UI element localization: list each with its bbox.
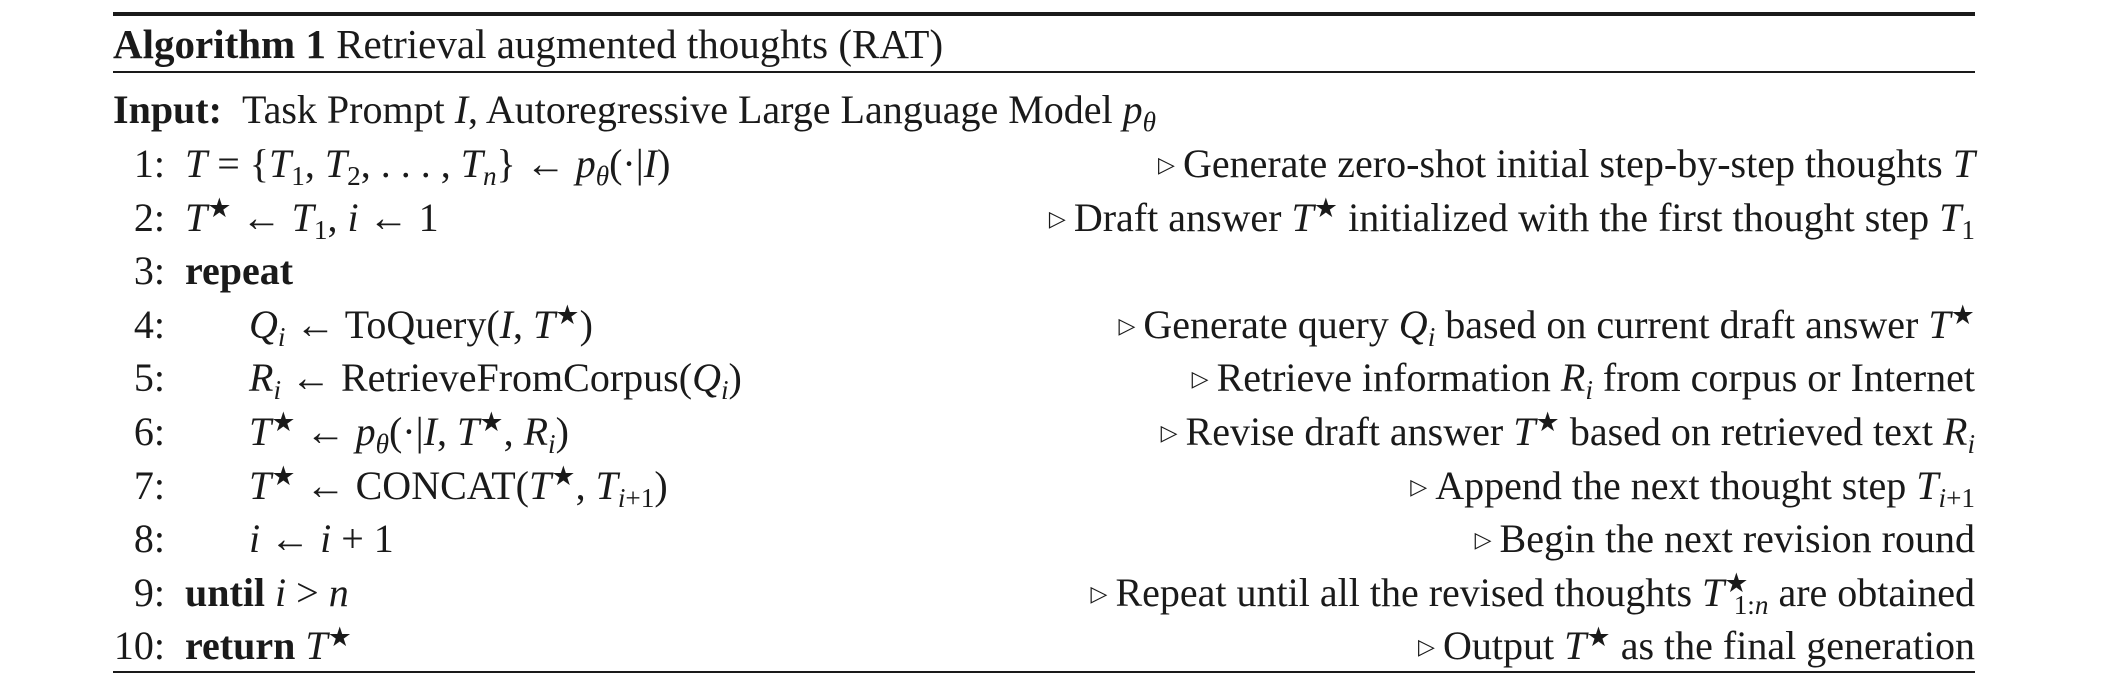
- star-symbol: [328, 622, 352, 652]
- bottom-rule: [113, 671, 1975, 673]
- algorithm-label: Algorithm 1: [113, 21, 326, 67]
- comment-triangle-icon: ▷: [1410, 473, 1428, 499]
- algorithm-line: 1: T = {T1, T2, . . . , Tn} ← pθ(·|I) ▷ Gen…: [113, 137, 1975, 191]
- caption-rule: [113, 71, 1975, 73]
- line-number: 6:: [133, 409, 165, 454]
- algorithm-line: 9: until i > n ▷ Repeat until all the revis…: [113, 566, 1975, 620]
- comment-triangle-icon: ▷: [1048, 205, 1066, 231]
- algorithm-line: 3: repeat: [113, 244, 1975, 298]
- line-code: Qi ← ToQuery(I, T): [249, 298, 593, 352]
- line-comment: ▷ Append the next thought step Ti+1: [1410, 462, 1975, 513]
- line-number: 2:: [133, 194, 165, 240]
- comment-triangle-icon: ▷: [1160, 420, 1178, 445]
- comment-triangle-icon: ▷: [1474, 527, 1492, 553]
- line-number: 5:: [133, 355, 165, 401]
- top-rule: [113, 12, 1975, 16]
- star-symbol: [479, 407, 503, 437]
- comment-triangle-icon: ▷: [1118, 312, 1136, 338]
- algorithm-line: 2: T ← T1, i ← 1 ▷Draft answer T initializ…: [113, 191, 1975, 245]
- line-code: Ri ← RetrieveFromCorpus(Qi): [249, 355, 742, 406]
- line-comment: ▷ Generate query Qi based on current draf…: [1118, 298, 1975, 353]
- star-symbol: [271, 407, 295, 437]
- line-comment: ▷Output T as the final generation: [1418, 619, 1975, 674]
- comment-triangle-icon: ▷: [1158, 152, 1175, 177]
- star-symbol: [1951, 300, 1975, 330]
- line-code: return T: [185, 619, 352, 673]
- line-number: 10:: [113, 623, 165, 669]
- line-code: T ← pθ(·|I, T, Ri): [249, 405, 569, 459]
- algorithm-line: 6: T ← pθ(·|I, T, Ri) ▷Revise draft answer…: [113, 405, 1975, 459]
- line-number: 1:: [133, 141, 165, 186]
- line-code: until i > n: [185, 569, 349, 615]
- algorithm-line: 4: Qi ← ToQuery(I, T) ▷Generate query Qi b…: [113, 298, 1975, 352]
- star-symbol: [271, 461, 295, 491]
- star-symbol: [1586, 622, 1610, 652]
- input-line: Input: Task Prompt I, Autoregressive Lar…: [113, 83, 1156, 137]
- line-code: T ← CONCAT(T, Ti+1): [249, 459, 668, 513]
- star-symbol: [1724, 568, 1748, 598]
- star-symbol: [1535, 407, 1559, 437]
- star-symbol: [555, 300, 579, 330]
- comment-triangle-icon: ▷: [1191, 366, 1209, 392]
- line-comment: ▷ Begin the next revision round: [1474, 516, 1975, 562]
- algorithm-title: Retrieval augmented thoughts (RAT): [336, 21, 944, 67]
- star-symbol: [207, 193, 231, 223]
- line-comment: ▷Draft answer T initialized with the fir…: [1049, 191, 1975, 246]
- line-comment: ▷ Retrieve information Ri from corpus or …: [1191, 355, 1975, 406]
- line-number: 4:: [133, 301, 165, 347]
- algorithm-caption: Algorithm 1 Retrieval augmented thoughts…: [113, 16, 943, 72]
- line-code: repeat: [185, 248, 294, 294]
- algorithm-line: 5: Ri ← RetrieveFromCorpus(Qi) ▷ Retrieve i…: [113, 351, 1975, 405]
- algorithm-line: 8: i ← i + 1 ▷ Begin the next revision roun…: [113, 512, 1975, 566]
- line-comment: ▷ Generate zero-shot initial step-by-step…: [1158, 141, 1975, 186]
- line-comment: ▷ Repeat until all the revised thoughts T…: [1091, 566, 1975, 621]
- line-number: 7:: [133, 462, 165, 508]
- line-code: i ← i + 1: [249, 516, 394, 562]
- line-number: 8:: [133, 516, 165, 562]
- algorithm-line: 10: return T ▷Output T as the final genera…: [113, 619, 1975, 673]
- input-label: Input:: [113, 87, 222, 132]
- algorithm-line: 7: T ← CONCAT(T, Ti+1) ▷Append the next th…: [113, 459, 1975, 513]
- star-symbol: [551, 461, 575, 491]
- input-text: Task Prompt I, Autoregressive Large Lang…: [231, 87, 1157, 138]
- line-comment: ▷Revise draft answer T based on retrieve…: [1161, 405, 1975, 460]
- star-symbol: [1314, 193, 1338, 223]
- line-number: 3:: [133, 248, 165, 294]
- comment-triangle-icon: ▷: [1418, 634, 1435, 660]
- line-code: T ← T1, i ← 1: [185, 191, 439, 245]
- line-code: T = {T1, T2, . . . , Tn} ← pθ(·|I): [185, 141, 671, 192]
- comment-triangle-icon: ▷: [1090, 580, 1108, 606]
- line-number: 9:: [133, 569, 165, 615]
